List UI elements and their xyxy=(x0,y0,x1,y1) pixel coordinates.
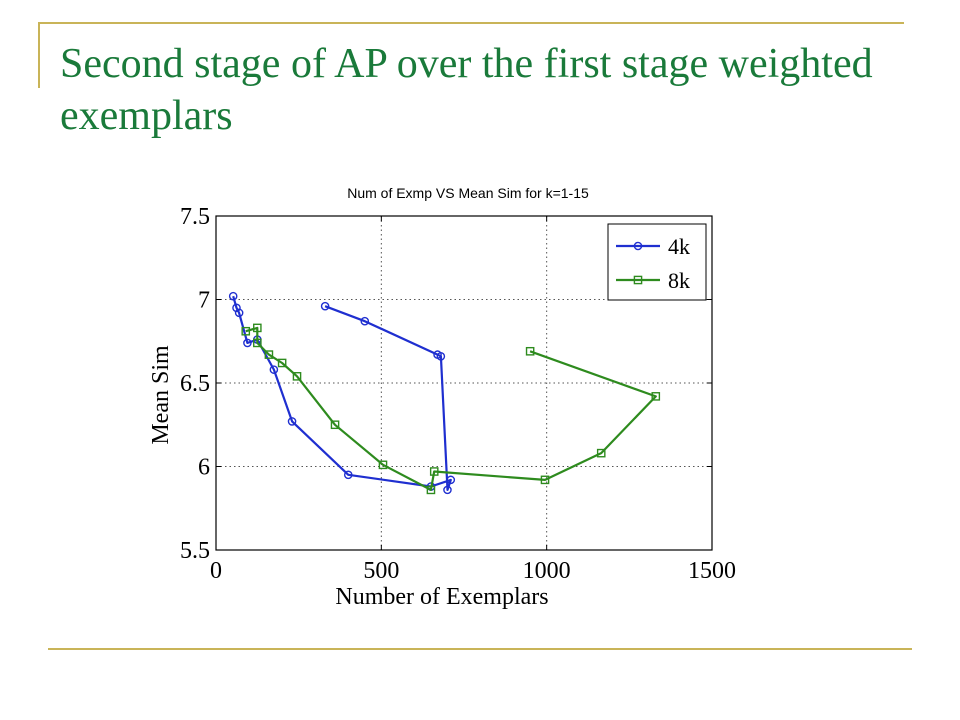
data-point-8k xyxy=(253,323,262,333)
legend-label-4k: 4k xyxy=(668,234,690,259)
data-point-8k xyxy=(277,358,287,368)
data-point-4k xyxy=(343,470,353,480)
x-tick-label: 500 xyxy=(363,558,399,584)
y-axis-label: Mean Sim xyxy=(148,345,174,445)
data-point-8k xyxy=(525,346,535,356)
line-chart: 0 500 1000 1500 5.5 6 6.5 7 7.5 Num of Exmp VS Me… xyxy=(148,185,736,610)
y-tick-label: 7 xyxy=(198,288,210,314)
left-accent-rule xyxy=(38,22,40,88)
data-point-4k xyxy=(287,417,297,426)
data-point-4k xyxy=(446,475,456,485)
legend-label-8k: 8k xyxy=(668,268,690,293)
data-point-8k xyxy=(378,460,388,470)
data-point-4k xyxy=(269,365,279,374)
data-point-4k xyxy=(443,485,452,495)
y-tick-label: 6.5 xyxy=(180,371,210,397)
data-point-8k xyxy=(596,448,606,458)
data-point-8k xyxy=(429,467,439,476)
series-line-4k xyxy=(232,295,452,491)
data-point-4k xyxy=(243,338,252,348)
y-tick-label: 6 xyxy=(198,455,210,481)
x-axis-label: Number of Exemplars xyxy=(335,584,548,610)
x-tick-label: 1000 xyxy=(523,558,571,584)
slide-title: Second stage of AP over the first stage … xyxy=(60,41,873,139)
top-accent-rule xyxy=(40,22,904,24)
data-point-4k xyxy=(232,303,241,313)
legend-marker-4k xyxy=(633,241,643,251)
data-point-8k xyxy=(330,420,340,430)
x-tick-label: 0 xyxy=(210,558,222,584)
legend-box xyxy=(607,223,707,301)
data-point-4k xyxy=(320,301,330,311)
data-point-4k xyxy=(228,291,238,301)
data-point-4k xyxy=(436,351,446,361)
data-point-8k xyxy=(426,485,436,495)
data-point-8k xyxy=(241,326,251,336)
data-point-8k xyxy=(292,372,302,381)
data-point-8k xyxy=(264,350,274,359)
data-point-4k xyxy=(360,316,370,326)
bottom-accent-rule xyxy=(48,648,912,650)
y-tick-label: 5.5 xyxy=(180,538,210,564)
x-tick-label: 1500 xyxy=(688,558,736,584)
data-point-4k xyxy=(234,308,244,318)
chart-container: 0 500 1000 1500 5.5 6 6.5 7 7.5 Num of Exmp VS Me… xyxy=(140,178,760,618)
data-point-8k xyxy=(651,392,661,401)
data-point-8k xyxy=(540,475,550,485)
y-tick-label: 7.5 xyxy=(180,204,210,230)
series-line-8k xyxy=(245,326,657,491)
legend-marker-8k xyxy=(633,275,643,285)
chart-title: Num of Exmp VS Mean Sim for k=1-15 xyxy=(347,185,589,201)
data-point-8k xyxy=(253,338,262,348)
